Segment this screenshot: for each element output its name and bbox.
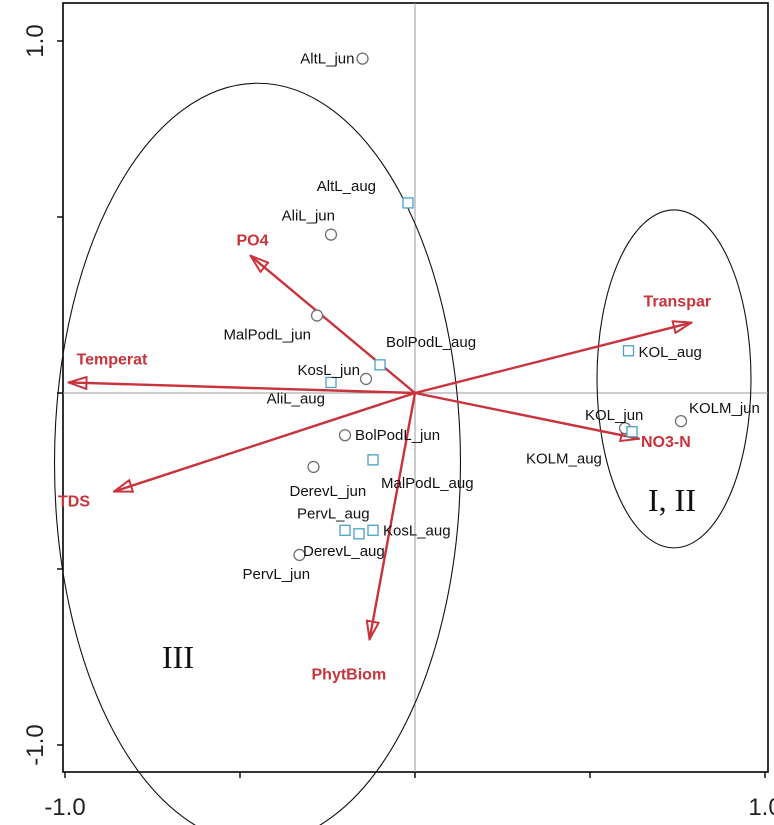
point-derevl-aug bbox=[353, 528, 365, 540]
point-kosl-jun bbox=[359, 372, 373, 386]
group-label-i-ii: I, II bbox=[648, 482, 696, 518]
point-bolpodl-aug bbox=[374, 359, 386, 371]
point-label-kol-jun: KOL_jun bbox=[585, 407, 643, 424]
group-ellipse-iii bbox=[54, 82, 461, 825]
point-label-pervl-jun: PervL_jun bbox=[243, 566, 311, 583]
vector-no3-n bbox=[414, 391, 639, 439]
point-label-alil-aug: AliL_aug bbox=[267, 390, 325, 407]
point-label-kosl-aug: KosL_aug bbox=[383, 522, 451, 539]
point-label-malpodl-aug: MalPodL_aug bbox=[381, 475, 474, 492]
point-kosl-aug bbox=[367, 524, 379, 536]
point-label-kolm-aug: KOLM_aug bbox=[526, 451, 602, 468]
point-label-bolpodl-jun: BolPodL_jun bbox=[355, 427, 440, 444]
point-label-kolm-jun: KOLM_jun bbox=[689, 400, 760, 417]
axis-ticks: -1.0 1.0 -1.0 1.0 bbox=[22, 24, 774, 821]
vector-po4 bbox=[251, 256, 416, 394]
point-alil-aug bbox=[325, 376, 337, 389]
point-bolpodl-jun bbox=[338, 429, 352, 442]
x-tick-label: 1.0 bbox=[748, 794, 774, 821]
vector-label-po4: PO4 bbox=[237, 233, 269, 250]
vector-transpar bbox=[414, 323, 692, 395]
vector-tds bbox=[114, 391, 416, 493]
y-tick-label: 1.0 bbox=[22, 24, 49, 57]
group-ellipse-i-ii bbox=[596, 209, 752, 549]
point-label-kosl-jun: KosL_jun bbox=[297, 362, 360, 379]
point-label-derevl-aug: DerevL_aug bbox=[303, 543, 385, 560]
point-label-altl-jun: AltL_jun bbox=[300, 51, 354, 68]
point-malpodl-jun bbox=[310, 309, 324, 322]
y-tick-label: -1.0 bbox=[22, 724, 49, 765]
point-label-bolpodl-aug: BolPodL_aug bbox=[386, 334, 476, 351]
point-label-altl-aug: AltL_aug bbox=[317, 178, 376, 195]
vector-label-no3-n: NO3-N bbox=[641, 434, 691, 451]
site-points bbox=[293, 52, 688, 562]
text-labels: AltL_jun AliL_jun MalPodL_jun KosL_jun BolPo… bbox=[162, 51, 760, 675]
vector-label-tds: TDS bbox=[58, 494, 90, 511]
point-pervl-jun bbox=[293, 548, 306, 562]
point-label-alil-jun: AliL_jun bbox=[282, 208, 335, 225]
vector-label-transpar: Transpar bbox=[644, 294, 712, 311]
environment-vectors: PO4 Temperat TDS PhytBiom Transpar NO3-N bbox=[58, 233, 711, 684]
point-altl-aug bbox=[402, 197, 414, 209]
x-tick-label: -1.0 bbox=[44, 794, 85, 821]
vector-label-phytbiom: PhytBiom bbox=[312, 666, 387, 683]
point-kolm-aug bbox=[626, 426, 638, 438]
point-pervl-aug bbox=[339, 524, 351, 536]
point-derevl-jun bbox=[307, 460, 320, 474]
point-label-kol-aug: KOL_aug bbox=[639, 344, 702, 361]
point-label-malpodl-jun: MalPodL_jun bbox=[223, 327, 311, 344]
point-kolm-jun bbox=[674, 415, 688, 428]
point-label-derevl-jun: DerevL_jun bbox=[290, 483, 367, 500]
point-alil-jun bbox=[324, 228, 338, 241]
group-ellipses bbox=[54, 82, 752, 825]
point-malpodl-aug bbox=[367, 454, 379, 466]
vector-phytbiom bbox=[370, 392, 417, 639]
point-kol-aug bbox=[622, 345, 635, 357]
vector-temperat bbox=[69, 382, 416, 395]
point-label-pervl-aug: PervL_aug bbox=[297, 505, 370, 522]
point-altl-jun bbox=[356, 52, 369, 65]
vector-label-temperat: Temperat bbox=[77, 351, 149, 368]
group-label-iii: III bbox=[162, 639, 194, 675]
